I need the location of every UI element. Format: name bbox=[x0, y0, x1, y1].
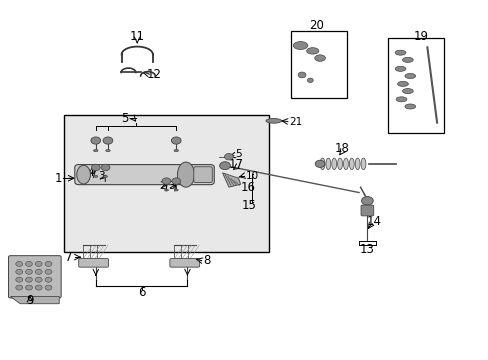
Circle shape bbox=[171, 178, 180, 184]
Ellipse shape bbox=[105, 149, 110, 152]
Circle shape bbox=[35, 277, 42, 282]
FancyBboxPatch shape bbox=[8, 256, 61, 298]
Polygon shape bbox=[10, 297, 59, 304]
Circle shape bbox=[16, 285, 22, 290]
Circle shape bbox=[16, 269, 22, 274]
Text: 8: 8 bbox=[203, 254, 210, 267]
Text: 3: 3 bbox=[98, 171, 105, 181]
Circle shape bbox=[45, 285, 52, 290]
Circle shape bbox=[16, 261, 22, 266]
Ellipse shape bbox=[395, 97, 406, 102]
Circle shape bbox=[91, 137, 101, 144]
Text: 9: 9 bbox=[26, 294, 34, 307]
Text: 12: 12 bbox=[146, 68, 162, 81]
Text: 7: 7 bbox=[65, 251, 73, 264]
Ellipse shape bbox=[348, 158, 353, 170]
Ellipse shape bbox=[354, 158, 359, 170]
Text: 15: 15 bbox=[242, 199, 256, 212]
Text: 10: 10 bbox=[245, 171, 259, 181]
Ellipse shape bbox=[320, 158, 325, 170]
Circle shape bbox=[103, 137, 113, 144]
FancyBboxPatch shape bbox=[79, 258, 108, 267]
Text: 18: 18 bbox=[334, 142, 349, 155]
Circle shape bbox=[25, 277, 32, 282]
Circle shape bbox=[91, 164, 100, 171]
Text: 19: 19 bbox=[413, 30, 427, 43]
Text: 13: 13 bbox=[359, 243, 374, 256]
Ellipse shape bbox=[174, 149, 178, 152]
Circle shape bbox=[35, 269, 42, 274]
FancyBboxPatch shape bbox=[360, 205, 373, 216]
Text: 16: 16 bbox=[241, 181, 255, 194]
Circle shape bbox=[219, 162, 230, 170]
FancyBboxPatch shape bbox=[193, 167, 212, 183]
Circle shape bbox=[361, 197, 372, 205]
Circle shape bbox=[315, 160, 325, 167]
Polygon shape bbox=[222, 173, 240, 187]
FancyBboxPatch shape bbox=[169, 258, 199, 267]
Circle shape bbox=[25, 269, 32, 274]
Circle shape bbox=[25, 285, 32, 290]
Ellipse shape bbox=[306, 48, 318, 54]
Ellipse shape bbox=[94, 176, 98, 177]
Ellipse shape bbox=[103, 176, 107, 177]
Ellipse shape bbox=[177, 162, 194, 187]
Text: 4: 4 bbox=[87, 168, 94, 178]
Ellipse shape bbox=[360, 158, 365, 170]
Text: 5: 5 bbox=[234, 149, 241, 159]
Text: 6: 6 bbox=[138, 286, 145, 299]
Circle shape bbox=[45, 277, 52, 282]
Ellipse shape bbox=[402, 57, 412, 62]
Ellipse shape bbox=[404, 73, 415, 78]
Ellipse shape bbox=[77, 165, 90, 184]
Circle shape bbox=[162, 178, 170, 184]
Ellipse shape bbox=[164, 189, 168, 191]
Ellipse shape bbox=[404, 104, 415, 109]
Ellipse shape bbox=[331, 158, 336, 170]
Circle shape bbox=[101, 164, 110, 171]
Ellipse shape bbox=[394, 66, 405, 71]
Text: 5: 5 bbox=[121, 112, 128, 125]
Ellipse shape bbox=[314, 55, 325, 61]
Ellipse shape bbox=[293, 41, 307, 49]
Circle shape bbox=[45, 261, 52, 266]
Text: 11: 11 bbox=[129, 30, 144, 43]
Ellipse shape bbox=[325, 158, 330, 170]
Text: 2: 2 bbox=[159, 181, 165, 191]
Circle shape bbox=[25, 261, 32, 266]
Circle shape bbox=[224, 153, 233, 160]
Text: 20: 20 bbox=[308, 19, 323, 32]
Ellipse shape bbox=[402, 89, 412, 94]
Text: 14: 14 bbox=[366, 215, 381, 228]
Bar bbox=[387, 39, 444, 134]
Text: 3: 3 bbox=[168, 181, 174, 191]
Bar bbox=[64, 116, 268, 252]
Circle shape bbox=[35, 261, 42, 266]
Bar bbox=[290, 31, 346, 98]
Ellipse shape bbox=[397, 81, 407, 86]
Circle shape bbox=[16, 277, 22, 282]
Circle shape bbox=[307, 78, 313, 82]
Circle shape bbox=[298, 72, 305, 78]
Circle shape bbox=[35, 285, 42, 290]
Ellipse shape bbox=[343, 158, 347, 170]
Ellipse shape bbox=[394, 50, 405, 55]
Ellipse shape bbox=[265, 118, 281, 123]
Ellipse shape bbox=[174, 189, 178, 191]
Ellipse shape bbox=[93, 149, 98, 152]
FancyBboxPatch shape bbox=[75, 165, 214, 185]
Ellipse shape bbox=[337, 158, 342, 170]
Circle shape bbox=[171, 137, 181, 144]
Text: 17: 17 bbox=[228, 158, 243, 171]
Circle shape bbox=[45, 269, 52, 274]
Text: 1: 1 bbox=[54, 172, 62, 185]
Text: 21: 21 bbox=[289, 117, 302, 127]
